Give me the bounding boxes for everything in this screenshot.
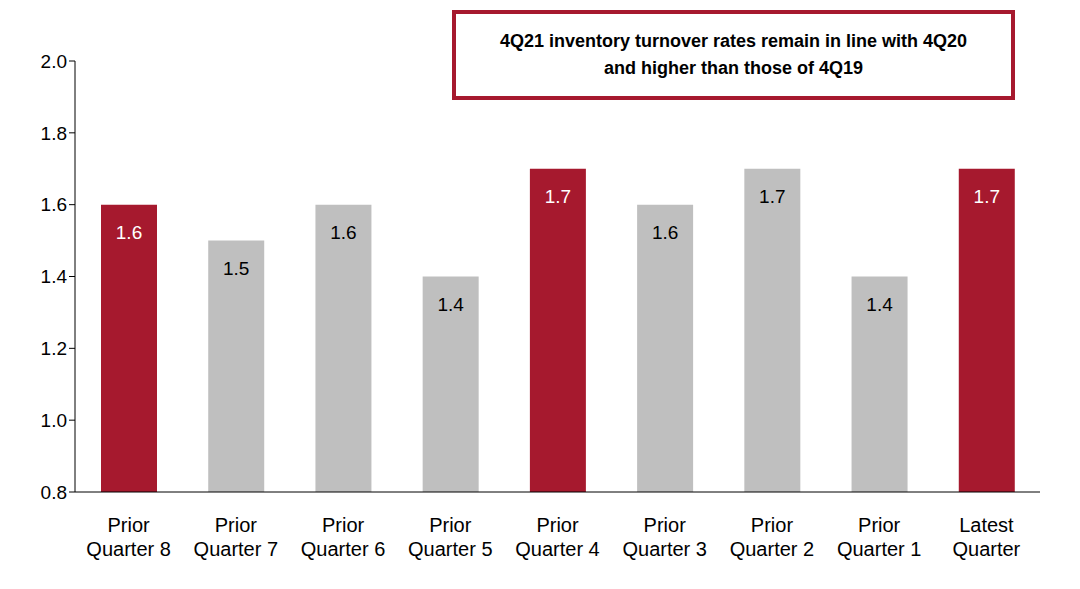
svg-text:PriorQuarter 4: PriorQuarter 4	[515, 514, 599, 560]
svg-text:PriorQuarter 7: PriorQuarter 7	[194, 514, 278, 560]
svg-text:PriorQuarter 2: PriorQuarter 2	[730, 514, 814, 560]
html-text:4Q21 inventory turnover rates: 4Q21 inventory turnover rates remain in …	[499, 31, 968, 78]
svg-text:PriorQuarter 3: PriorQuarter 3	[622, 514, 706, 560]
svg-text:2.0: 2.0	[41, 51, 67, 72]
svg-text:1.7: 1.7	[759, 186, 785, 207]
svg-text:1.2: 1.2	[41, 338, 67, 359]
svg-text:1.5: 1.5	[223, 258, 249, 279]
svg-text:1.7: 1.7	[974, 186, 1000, 207]
svg-text:0.8: 0.8	[41, 482, 67, 503]
svg-text:1.6: 1.6	[116, 222, 142, 243]
svg-text:1.7: 1.7	[545, 186, 571, 207]
svg-text:PriorQuarter 5: PriorQuarter 5	[408, 514, 492, 560]
svg-text:1.4: 1.4	[437, 294, 464, 315]
svg-text:PriorQuarter 1: PriorQuarter 1	[837, 514, 921, 560]
svg-text:1.8: 1.8	[41, 123, 67, 144]
svg-text:1.4: 1.4	[866, 294, 893, 315]
svg-text:LatestQuarter: LatestQuarter	[952, 514, 1020, 560]
svg-text:PriorQuarter 6: PriorQuarter 6	[301, 514, 385, 560]
svg-text:PriorQuarter 8: PriorQuarter 8	[86, 514, 170, 560]
svg-text:1.6: 1.6	[41, 194, 67, 215]
svg-text:1.4: 1.4	[41, 266, 68, 287]
svg-text:1.0: 1.0	[41, 410, 67, 431]
svg-text:1.6: 1.6	[652, 222, 678, 243]
svg-text:1.6: 1.6	[330, 222, 356, 243]
